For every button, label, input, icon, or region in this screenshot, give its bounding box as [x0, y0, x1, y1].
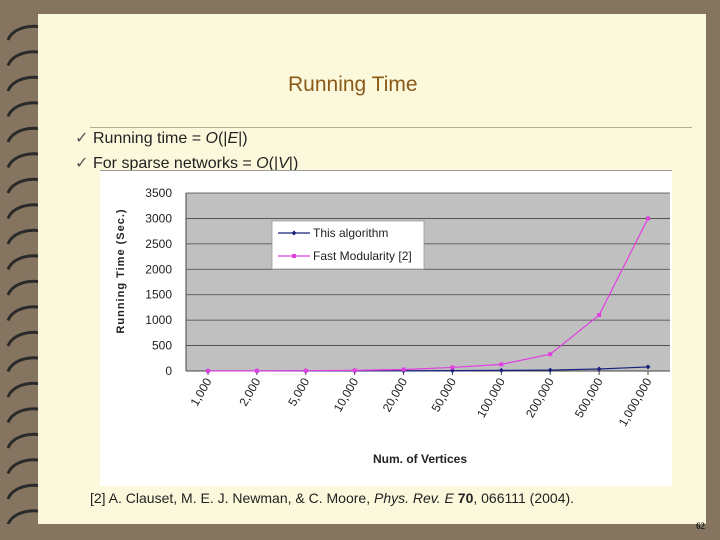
y-tick-label: 2500 [145, 237, 172, 251]
data-point [547, 367, 553, 373]
data-point [646, 216, 650, 221]
reference-citation: [2] A. Clauset, M. E. J. Newman, & C. Mo… [90, 490, 575, 506]
y-axis-title: Running Time (Sec.) [115, 208, 127, 333]
y-tick-label: 2000 [145, 262, 172, 276]
legend-marker [292, 254, 296, 258]
data-point [499, 362, 504, 367]
check-icon: ✓ [75, 130, 89, 147]
chart-container: 0 500 1000 1500 2000 2500 3000 3500 1,000 2,000 5,… [100, 170, 672, 486]
y-tick-label: 500 [152, 339, 172, 353]
legend-label: Fast Modularity [2] [313, 249, 412, 263]
legend-label: This algorithm [313, 226, 388, 240]
plot-area [186, 193, 670, 371]
data-point [597, 313, 602, 318]
y-tick-label: 3000 [145, 211, 172, 225]
x-axis-title: Num. of Vertices [373, 452, 467, 466]
data-point [596, 366, 602, 372]
data-point [645, 364, 651, 370]
y-tick-label: 1000 [145, 313, 172, 327]
data-point [548, 352, 553, 357]
x-tick-label: 20,000 [380, 375, 411, 414]
y-tick-label: 1500 [145, 288, 172, 302]
x-tick-label: 100,000 [474, 375, 508, 420]
data-point [498, 367, 504, 373]
y-tick-label: 3500 [145, 186, 172, 200]
y-tick-label: 0 [165, 364, 172, 378]
data-point [254, 368, 259, 373]
x-tick-label: 10,000 [331, 375, 362, 414]
series-line [207, 218, 649, 372]
data-point [450, 365, 455, 370]
x-tick-label: 200,000 [523, 375, 557, 420]
data-point [401, 367, 406, 372]
x-tick-label: 500,000 [572, 375, 606, 420]
data-point [352, 368, 357, 373]
slide-title: Running Time [288, 73, 418, 96]
x-tick-label: 1,000,000 [616, 375, 655, 429]
bullet-running-time: ✓ Running time = O(|E|) [75, 130, 248, 147]
x-tick-label: 1,000 [187, 375, 214, 408]
title-divider [90, 127, 692, 128]
x-tick-label: 2,000 [236, 375, 263, 408]
legend-marker [291, 230, 297, 236]
check-icon: ✓ [75, 155, 89, 172]
page-number: 62 [696, 521, 705, 531]
running-time-chart: 0 500 1000 1500 2000 2500 3000 3500 1,000 2,000 5,… [115, 186, 670, 466]
x-tick-label: 5,000 [285, 375, 312, 408]
x-tick-label: 50,000 [429, 375, 460, 414]
data-point [303, 368, 308, 373]
bullet-sparse-networks: ✓ For sparse networks = O(|V|) [75, 155, 299, 172]
legend-box [271, 220, 425, 270]
data-point [206, 368, 210, 373]
